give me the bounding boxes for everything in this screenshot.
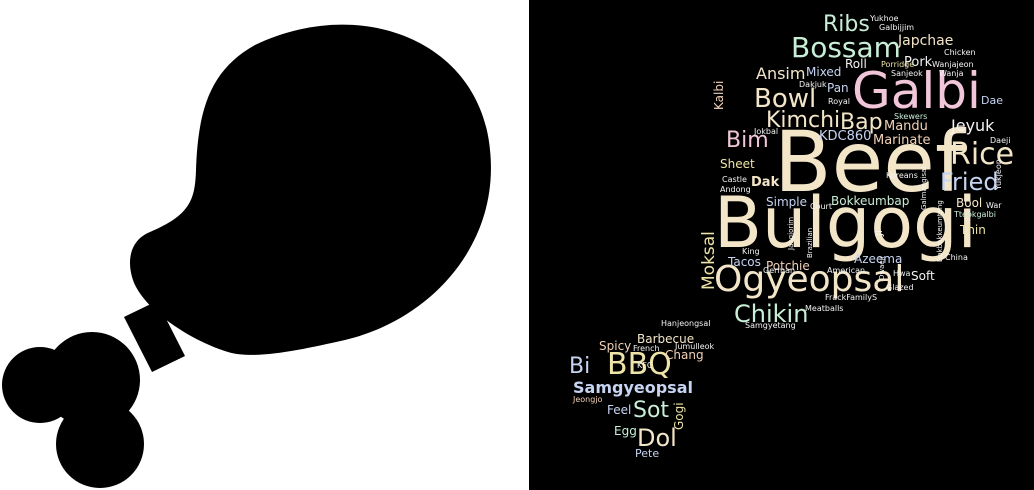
drumstick-meat-shape [130,24,491,355]
cloud-word-galbijjim: Galbijjim [879,23,915,32]
cloud-word-jumulleok: Jumulleok [675,342,715,351]
word-cloud-panel: Beef Bulgogi Galbi Ogyeopsal Bossam Rice… [529,0,1034,490]
cloud-word-sot: Sot [633,398,670,423]
cloud-word-dae: Dae [981,94,1003,107]
cloud-word-porridge: Porridge [881,60,915,69]
cloud-word-ansim: Ansim [756,64,806,83]
cloud-word-mandu: Mandu [884,119,928,134]
cloud-word-japchae: Japchae [898,33,954,49]
cloud-word-chang: Chang [665,348,704,362]
cloud-word-dakjuk: Dakjuk [799,80,827,89]
cloud-word-jeyuk: Jeyuk [951,116,995,135]
cloud-word-daeji: Daeji [990,136,1011,145]
cloud-word-bossam: Bossam [791,31,901,64]
cloud-word-skewers: Skewers [894,112,928,121]
cloud-word-chikin: Chikin [734,300,809,328]
cloud-word-tteokgalbi: Tteokgalbi [954,210,996,219]
cloud-word-gogi: Gogi [672,402,686,430]
cloud-word-dak: Dak [751,175,780,190]
cloud-word-hanjeongsal: Hanjeongsal [661,319,711,328]
cloud-word-rice: Rice [950,137,1015,172]
cloud-word-bokkeumbap: Bokkeumbap [831,194,910,208]
cloud-word-ji: Ji [874,230,885,236]
cloud-word-glazed: Glazed [886,283,914,292]
cloud-word-yukjeon: Yukjeon [994,159,1003,190]
cloud-word-wanjajeon: Wanjajeon [932,60,974,69]
cloud-word-samgyeopsal: Samgyeopsal [573,378,693,397]
cloud-word-galmaegisal: Galmaegisal [920,166,928,210]
cloud-word-war: War [986,201,1002,210]
cloud-word-feel: Feel [607,403,632,417]
cloud-word-sanjeok: Sanjeok [891,69,923,78]
cloud-word-china: China [945,253,968,262]
cloud-word-moksal: Moksal [699,231,719,290]
cloud-word-jangjorim: Jangjorim [787,216,795,250]
cloud-word-samgyetang: Samgyetang [745,321,796,330]
cloud-word-spicy: Spicy [599,339,632,353]
cloud-word-chicken: Chicken [944,48,976,57]
cloud-word-bim: Bim [726,128,769,153]
icon-panel [2,24,491,488]
cloud-word-french: French [633,344,660,353]
cloud-word-king: King [742,247,760,256]
cloud-word-royal: Royal [828,97,850,106]
cloud-word-kimchi: Kimchi [766,108,841,133]
cloud-word-bi: Bi [569,354,591,379]
cloud-word-court: Court [810,202,832,211]
cloud-word-mixed: Mixed [806,65,842,79]
cloud-word-potchie: Potchie [766,259,810,273]
cloud-word-yukhoe: Yukhoe [870,14,899,23]
cloud-word-roll: Roll [845,57,867,71]
cloud-word-tacos: Tacos [728,255,761,269]
cloud-word-dol: Dol [637,424,677,452]
cloud-word-beef: Beef [774,113,965,211]
cloud-word-bowl: Bowl [754,84,817,114]
cloud-word-hwa: Hwa [893,269,911,278]
cloud-word-meatballs: Meatballs [805,304,844,313]
cloud-word-american: American [827,266,866,275]
cloud-word-bulgogi: Bulgogi [714,182,977,264]
cloud-word-andong: Andong [720,185,751,194]
cloud-word-galbi: Galbi [852,62,981,120]
cloud-word-brazilian: Brazilian [806,227,814,258]
chicken-drumstick-icon [2,24,491,488]
cloud-word-german: German [763,266,796,275]
cloud-word-dakbokkeumtang: Dakbokkeumtang [936,200,944,262]
cloud-word-ogyeopsal: Ogyeopsal [714,259,905,300]
cloud-word-kalbi: Kalbi [712,80,726,110]
cloud-word-azeema: Azeema [854,252,903,266]
cloud-word-kdc860: KDC860 [819,129,872,144]
cloud-word-jokbal: Jokbal [754,127,779,136]
cloud-word-egg: Egg [614,424,637,438]
cloud-word-soft: Soft [911,269,935,283]
cloud-word-wanja: Wanja [939,69,964,78]
cloud-word-bool: Bool [956,196,983,210]
cloud-word-ribs: Ribs [823,12,870,37]
cloud-word-barbecue: Barbecue [637,332,695,346]
cloud-word-dwaeji: Dwaeji [878,256,886,280]
cloud-word-pan: Pan [827,81,849,95]
drumstick-bone-joint [44,332,140,428]
cloud-word-thin: Thin [960,223,986,237]
cloud-word-sheet: Sheet [720,157,755,171]
cloud-word-fried: Fried [940,168,999,196]
cloud-word-pete: Pete [635,447,660,460]
cloud-word-frackfamilys: FrackFamilyS [825,293,878,302]
cloud-word-bap: Bap [840,110,883,135]
cloud-word-marinate: Marinate [873,133,931,148]
drumstick-bone-shaft [124,301,185,372]
cloud-word-bbq: BBQ [607,347,672,382]
cloud-word-jeongjo: Jeongjo [573,395,603,404]
cloud-word-kfc: KFC [637,361,653,370]
cloud-word-castle: Castle [722,175,747,184]
cloud-word-pork: Pork [904,55,933,70]
cloud-word-koreans: Koreans [886,171,918,180]
cloud-word-simple: Simple [766,195,807,209]
